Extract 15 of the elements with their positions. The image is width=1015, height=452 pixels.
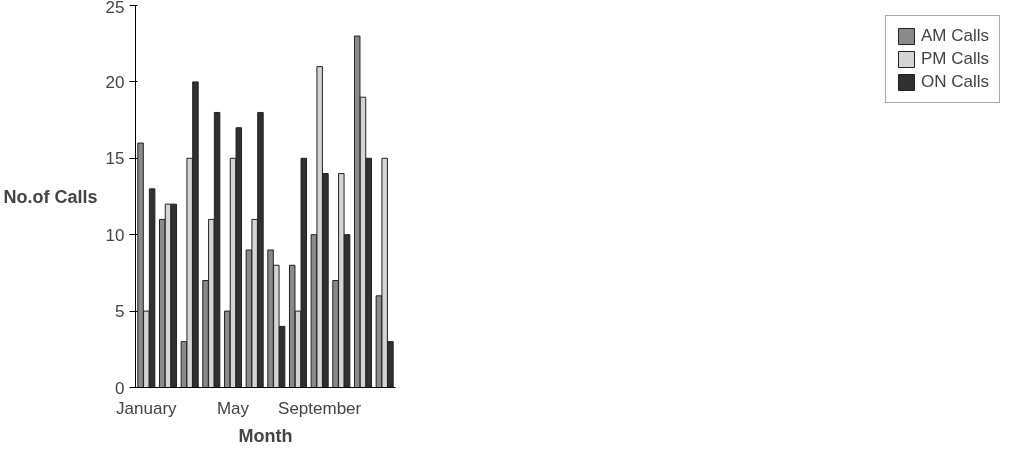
x-axis-title: Month bbox=[238, 425, 293, 446]
x-tick-label: September bbox=[278, 398, 362, 418]
y-tick-label: 5 bbox=[115, 302, 125, 322]
y-tick-label: 25 bbox=[105, 0, 125, 17]
x-tick-label: May bbox=[216, 398, 250, 418]
x-tick-label: January bbox=[116, 398, 178, 418]
y-tick-label: 15 bbox=[105, 149, 125, 169]
legend-label: PM Calls bbox=[920, 49, 989, 69]
y-tick-label: 20 bbox=[105, 72, 125, 92]
y-axis-title: No.of Calls bbox=[3, 186, 98, 207]
legend-label: AM Calls bbox=[920, 26, 989, 46]
y-tick-label: 0 bbox=[115, 378, 125, 398]
bar bbox=[288, 264, 296, 388]
legend-label: ON Calls bbox=[920, 72, 989, 92]
y-tick-label: 10 bbox=[105, 225, 125, 245]
